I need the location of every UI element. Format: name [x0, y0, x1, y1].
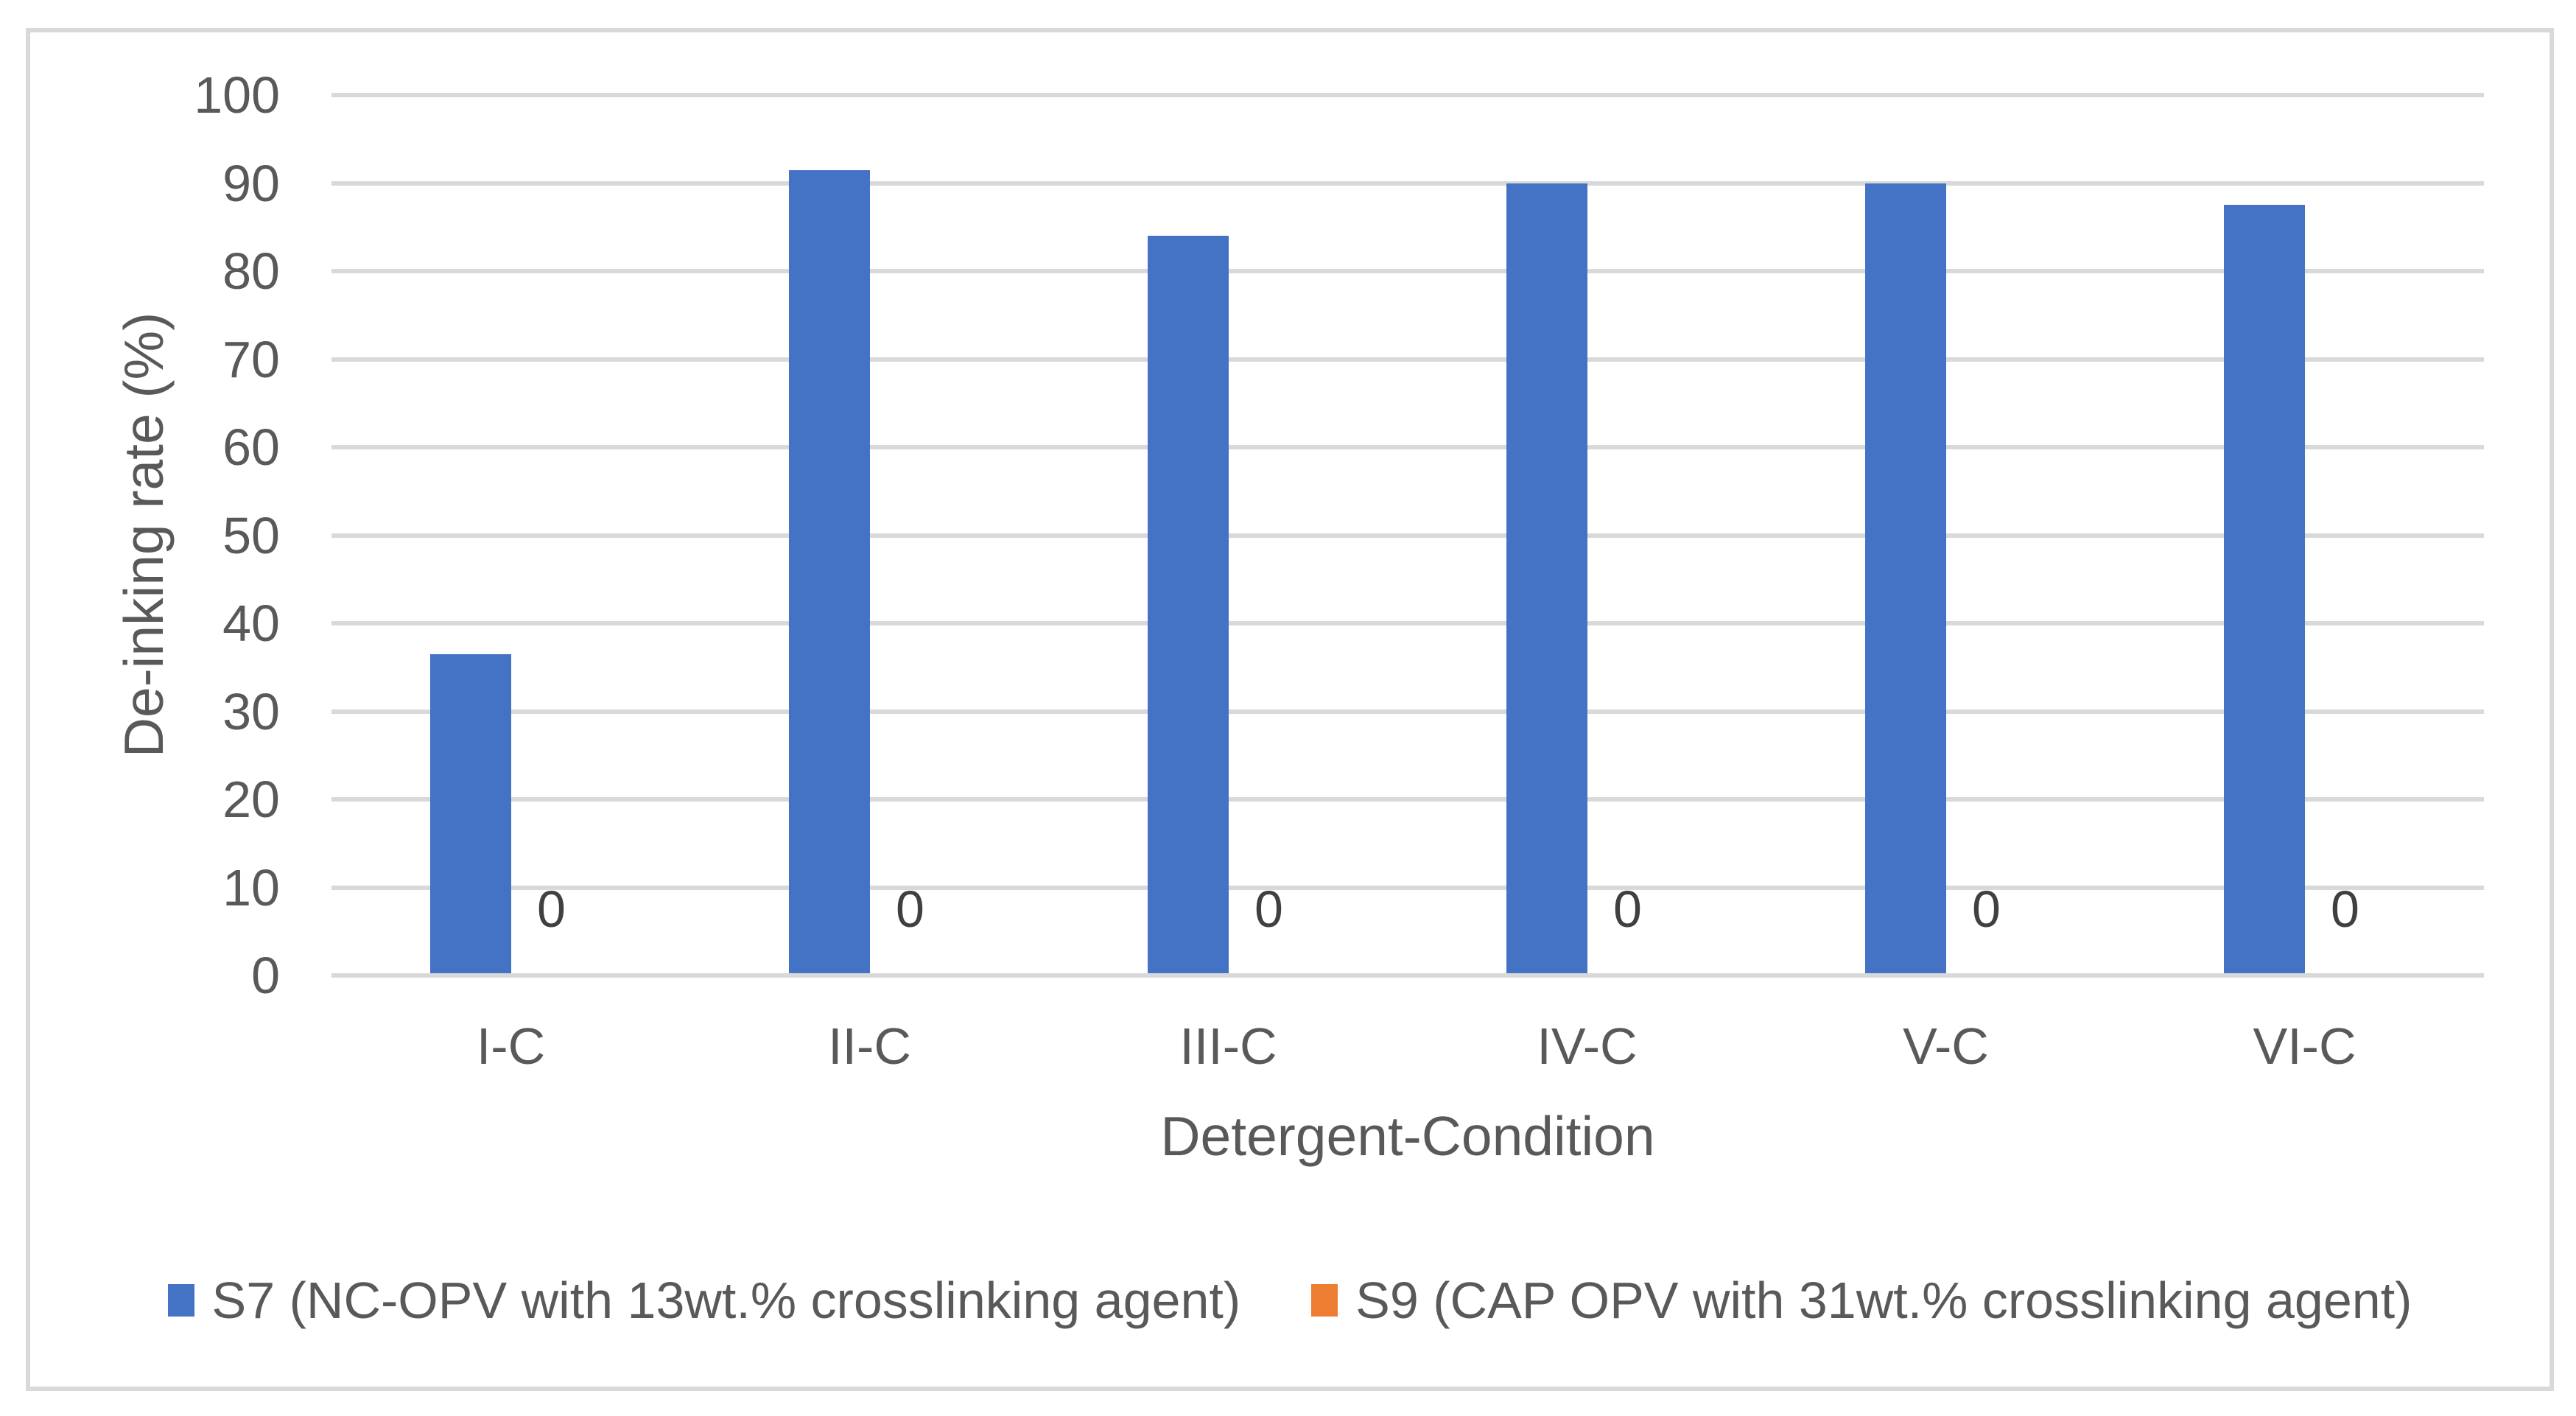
category-label-i-c: I-C — [476, 1017, 546, 1075]
y-axis-tick-label: 30 — [222, 682, 280, 740]
legend-item-s7: S7 (NC-OPV with 13wt.% crosslinking agen… — [167, 1271, 1241, 1330]
bar-slot-s9-i-c: 0 — [511, 95, 592, 975]
bar-s7-iv-c — [1506, 183, 1587, 973]
data-label-s9-iii-c: 0 — [1254, 880, 1283, 938]
gridlines — [331, 93, 2484, 978]
y-axis-tick-label: 10 — [222, 858, 280, 916]
gridline — [331, 621, 2484, 625]
y-axis-tick-label: 20 — [222, 771, 280, 828]
bar-slot-s7-iii-c — [1147, 95, 1229, 975]
bar-slot-s9-iii-c: 0 — [1229, 95, 1310, 975]
x-axis-category-labels: I-C II-C III-C IV-C V-C VI-C — [331, 1015, 2484, 1077]
data-label-s9-vi-c: 0 — [2331, 880, 2359, 938]
gridline — [331, 445, 2484, 449]
bar-s7-ii-c — [788, 169, 870, 973]
category-label-iv-c: IV-C — [1537, 1017, 1638, 1075]
legend: S7 (NC-OPV with 13wt.% crosslinking agen… — [30, 1269, 2549, 1332]
x-axis-line — [331, 973, 2484, 978]
category-group-i-c: 0 — [331, 95, 690, 975]
y-axis-tick-label: 50 — [222, 506, 280, 564]
legend-label-s9: S9 (CAP OPV with 31wt.% crosslinking age… — [1355, 1272, 2412, 1329]
legend-item-s9: S9 (CAP OPV with 31wt.% crosslinking age… — [1311, 1271, 2412, 1330]
data-label-s9-iv-c: 0 — [1613, 880, 1642, 938]
y-axis-tick-label: 80 — [222, 242, 280, 300]
gridline — [331, 93, 2484, 97]
y-axis-tick-label: 90 — [222, 154, 280, 212]
gridline — [331, 180, 2484, 186]
category-label-v-c: V-C — [1903, 1017, 1989, 1075]
bar-slot-s9-iv-c: 0 — [1587, 95, 1668, 975]
legend-swatch-s7 — [167, 1284, 194, 1317]
gridline — [331, 357, 2484, 362]
bar-slot-s7-v-c — [1864, 95, 1946, 975]
category-group-ii-c: 0 — [690, 95, 1049, 975]
gridline — [331, 269, 2484, 273]
category-label-ii-c: II-C — [828, 1017, 911, 1075]
legend-swatch-s9 — [1311, 1284, 1338, 1317]
y-axis-tick-label: 70 — [222, 330, 280, 388]
bar-slot-s7-iv-c — [1506, 95, 1587, 975]
bars-layer: 0 0 0 0 0 0 — [331, 95, 2484, 975]
category-group-v-c: 0 — [1766, 95, 2125, 975]
bar-slot-s7-i-c — [429, 95, 511, 975]
bar-slot-s7-vi-c — [2223, 95, 2305, 975]
data-label-s9-i-c: 0 — [537, 880, 566, 938]
y-axis-tick-label: 40 — [222, 595, 280, 652]
y-axis-tick-label: 100 — [194, 66, 280, 124]
gridline — [331, 797, 2484, 802]
gridline — [331, 885, 2484, 890]
bar-s7-vi-c — [2223, 205, 2305, 973]
category-group-iii-c: 0 — [1049, 95, 1408, 975]
category-group-vi-c: 0 — [2125, 95, 2484, 975]
bar-slot-s7-ii-c — [788, 95, 870, 975]
bar-slot-s9-ii-c: 0 — [870, 95, 951, 975]
bar-s7-iii-c — [1147, 236, 1229, 973]
plot-area: 0 0 0 0 0 0 — [331, 93, 2484, 978]
bar-slot-s9-vi-c: 0 — [2305, 95, 2386, 975]
legend-label-s7: S7 (NC-OPV with 13wt.% crosslinking agen… — [211, 1272, 1241, 1329]
data-label-s9-v-c: 0 — [1972, 880, 2001, 938]
gridline — [331, 709, 2484, 714]
category-label-iii-c: III-C — [1179, 1017, 1277, 1075]
y-axis-tick-label: 60 — [222, 418, 280, 476]
bar-s7-i-c — [429, 653, 511, 973]
category-group-iv-c: 0 — [1408, 95, 1766, 975]
gridline — [331, 533, 2484, 538]
data-label-s9-ii-c: 0 — [896, 880, 924, 938]
x-axis-title: Detergent-Condition — [1160, 1105, 1655, 1167]
y-axis-tick-label: 0 — [251, 947, 280, 1004]
bar-s7-v-c — [1864, 183, 1946, 973]
category-label-vi-c: VI-C — [2253, 1017, 2356, 1075]
bar-slot-s9-v-c: 0 — [1946, 95, 2027, 975]
